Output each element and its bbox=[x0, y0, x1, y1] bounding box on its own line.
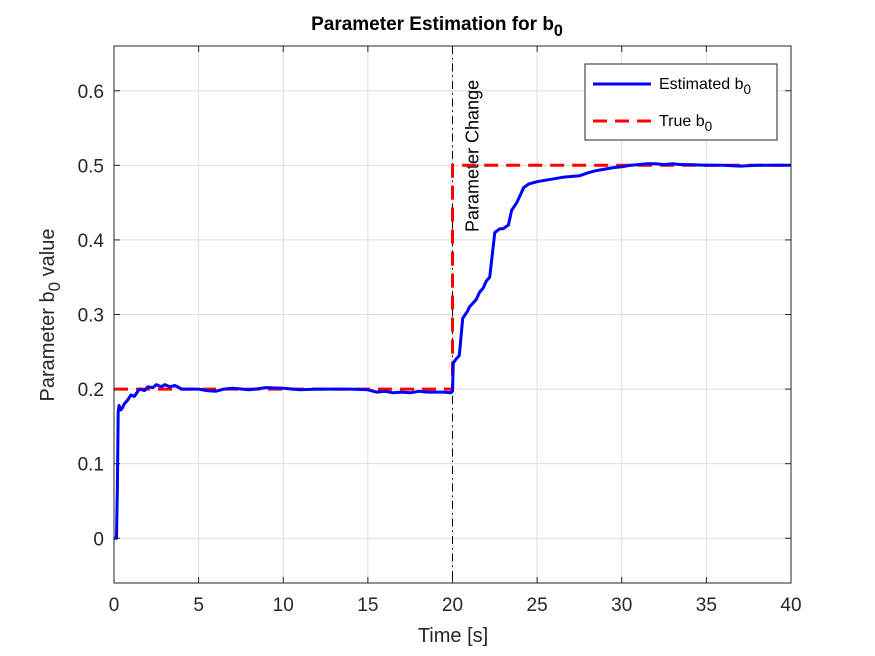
x-tick-label: 15 bbox=[357, 595, 378, 616]
x-tick-label: 10 bbox=[273, 595, 294, 616]
y-tick-label: 0 bbox=[93, 529, 104, 550]
axes-frame bbox=[113, 45, 792, 584]
y-tick-label: 0.2 bbox=[78, 380, 104, 401]
series-group bbox=[114, 162, 791, 540]
y-tick-label: 0.4 bbox=[78, 231, 105, 252]
x-axis-label: Time [s] bbox=[418, 625, 488, 647]
y-axis-label: Parameter b0 value bbox=[37, 229, 64, 402]
legend: Estimated b0 True b0 bbox=[584, 63, 778, 141]
parameter-change-annotation: Parameter Change bbox=[452, 46, 483, 583]
labels: Parameter Estimation for b0 Time [s] Param… bbox=[37, 14, 563, 647]
annotation-label: Parameter Change bbox=[463, 80, 483, 232]
x-tick-label: 0 bbox=[109, 595, 120, 616]
chart-title: Parameter Estimation for b0 bbox=[311, 14, 563, 40]
x-tick-label: 5 bbox=[193, 595, 204, 616]
y-tick-label: 0.5 bbox=[78, 156, 104, 177]
y-tick-label: 0.6 bbox=[78, 82, 104, 103]
y-tick-label: 0.1 bbox=[78, 455, 104, 476]
x-tick-label: 40 bbox=[780, 595, 801, 616]
y-tick-label: 0.3 bbox=[78, 306, 104, 327]
x-tick-label: 20 bbox=[442, 595, 463, 616]
x-tick-label: 25 bbox=[527, 595, 548, 616]
legend-label-estimated-b0: Estimated b0 bbox=[659, 76, 751, 97]
estimated-b0-line bbox=[114, 162, 791, 540]
legend-box bbox=[584, 63, 778, 141]
legend-label-true-b0: True b0 bbox=[659, 113, 713, 134]
x-tick-label: 30 bbox=[611, 595, 632, 616]
x-tick-label: 35 bbox=[696, 595, 717, 616]
